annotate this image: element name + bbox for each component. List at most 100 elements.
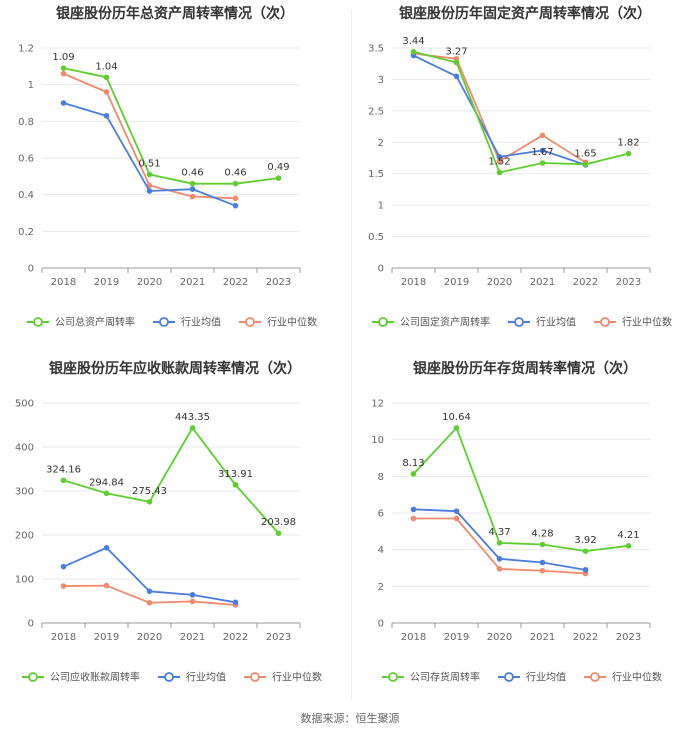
legend-item-median[interactable]: 行业中位数 [244, 671, 322, 684]
data-point-avg [453, 73, 460, 80]
data-point-median [496, 566, 503, 572]
series-line-company [63, 426, 280, 534]
data-point-median [103, 89, 110, 95]
chart-title: 银座股份历年总资产周转率情况（次） [56, 5, 294, 22]
series-line-median [413, 52, 586, 164]
x-tick-label: 2023 [616, 277, 641, 288]
y-tick-label: 1.2 [18, 44, 34, 55]
data-point-company [496, 540, 503, 546]
data-point-company [146, 499, 153, 505]
legend-label: 行业均值 [526, 671, 566, 684]
y-tick-label: 0.8 [18, 117, 34, 128]
legend-label: 行业均值 [181, 316, 221, 329]
legend-marker [33, 317, 43, 327]
data-label: 3.44 [402, 36, 424, 47]
x-tick-label: 2019 [94, 277, 119, 288]
data-point-company [625, 150, 632, 157]
legend-item-median[interactable]: 行业中位数 [584, 671, 662, 684]
y-tick-label: 1 [28, 80, 34, 91]
data-point-avg [103, 544, 110, 551]
legend-item-company[interactable]: 公司总资产周转率 [27, 316, 135, 329]
y-tick-label: 12 [371, 399, 384, 410]
legend-item-company[interactable]: 公司固定资产周转率 [372, 316, 490, 329]
y-tick-label: 2 [378, 582, 384, 593]
data-point-company [60, 477, 67, 484]
legend-item-avg[interactable]: 行业均值 [498, 671, 566, 684]
data-point-company [232, 482, 239, 488]
legend-item-company[interactable]: 公司存货周转率 [382, 671, 480, 684]
data-label: 275.43 [132, 486, 167, 497]
legend-marker [378, 317, 388, 327]
data-label: 0.49 [267, 162, 289, 173]
data-point-avg [189, 186, 196, 192]
chart-panel-total-asset-turnover: 银座股份历年总资产周转率情况（次） 0 0.2 0.4 0.6 0.8 1 1.2 2018 20… [0, 0, 350, 350]
data-point-company [453, 59, 460, 66]
data-point-company [103, 74, 110, 81]
data-point-company [275, 530, 282, 537]
legend-item-median[interactable]: 行业中位数 [594, 316, 672, 329]
legend-label: 行业中位数 [272, 671, 322, 684]
data-label: 4.28 [531, 529, 553, 540]
y-tick-label: 0.6 [18, 154, 34, 165]
data-point-company [582, 161, 589, 168]
data-point-avg [60, 100, 67, 106]
data-point-median [189, 193, 196, 200]
y-tick-label: 0.5 [368, 232, 384, 243]
legend-marker [245, 317, 255, 327]
x-tick-label: 2022 [573, 277, 598, 288]
legend-marker [590, 672, 600, 682]
x-tick-label: 2020 [487, 632, 512, 643]
y-tick-label: 6 [378, 509, 384, 520]
y-tick-label: 0.4 [18, 190, 34, 201]
data-point-avg [146, 188, 153, 194]
data-point-median [189, 598, 196, 605]
data-label: 1.04 [95, 61, 117, 72]
y-tick-label: 2 [378, 138, 384, 149]
data-point-company [103, 490, 110, 497]
legend-label: 行业中位数 [612, 671, 662, 684]
data-point-avg [410, 506, 417, 513]
data-point-company [582, 548, 589, 554]
data-label: 0.46 [224, 168, 246, 179]
data-point-company [539, 541, 546, 548]
legend-label: 公司固定资产周转率 [400, 316, 490, 329]
data-point-avg [496, 153, 503, 160]
y-tick-label: 0 [28, 619, 34, 630]
data-label: 4.37 [488, 527, 510, 538]
data-point-avg [103, 113, 110, 119]
data-point-company [410, 48, 417, 55]
legend-item-avg[interactable]: 行业均值 [153, 316, 221, 329]
legend-item-median[interactable]: 行业中位数 [239, 316, 317, 329]
legend-label: 行业均值 [186, 671, 226, 684]
data-label: 443.35 [175, 412, 210, 423]
x-tick-label: 2021 [530, 277, 555, 288]
x-tick-label: 2022 [223, 277, 248, 288]
series-line-company [63, 67, 279, 185]
data-source-note: 数据来源：恒生聚源 [300, 712, 400, 725]
legend-marker [164, 672, 174, 682]
data-point-median [146, 599, 153, 606]
data-point-company [275, 175, 282, 181]
data-label: 0.51 [138, 159, 160, 170]
legend-item-avg[interactable]: 行业均值 [508, 316, 576, 329]
data-point-company [232, 180, 239, 187]
x-tick-label: 2023 [616, 632, 641, 643]
legend-label: 公司总资产周转率 [55, 316, 135, 329]
x-tick-label: 2020 [487, 277, 512, 288]
legend-item-company[interactable]: 公司应收账款周转率 [22, 671, 140, 684]
data-label: 1.82 [617, 138, 639, 149]
legend-label: 行业中位数 [267, 316, 317, 329]
x-tick-label: 2020 [137, 632, 162, 643]
x-tick-label: 2018 [51, 277, 76, 288]
chart-panel-receivable-turnover: 银座股份历年应收账款周转率情况（次） 0 100 200 300 400 500 2018 20… [0, 355, 350, 705]
legend-item-avg[interactable]: 行业均值 [158, 671, 226, 684]
data-point-company [496, 169, 503, 176]
legend-marker [159, 317, 169, 327]
series-line-company [412, 426, 629, 553]
data-point-company [189, 180, 196, 187]
x-tick-label: 2023 [266, 632, 291, 643]
chart-title: 银座股份历年固定资产周转率情况（次） [399, 5, 651, 22]
chart-title: 银座股份历年应收账款周转率情况（次） [49, 360, 301, 377]
data-point-avg [539, 559, 546, 566]
